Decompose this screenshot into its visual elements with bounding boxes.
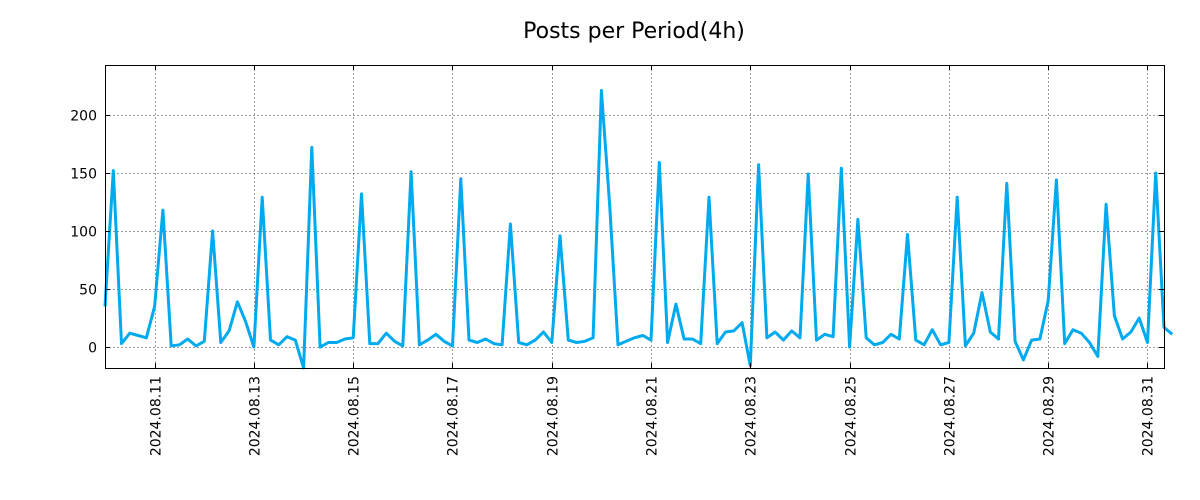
x-tick-label: 2024.08.21 xyxy=(645,376,661,456)
series-line-posts xyxy=(103,89,1174,370)
x-tick-label: 2024.08.13 xyxy=(248,376,264,456)
chart-title: Posts per Period(4h) xyxy=(523,19,745,44)
series-layer xyxy=(103,89,1174,370)
y-tick-label: 150 xyxy=(70,167,97,183)
label-layer: 0 50 100 150 200 2024.08.11 2024.08.13 2024.08.… xyxy=(70,109,1156,457)
x-tick-label: 2024.08.23 xyxy=(744,376,760,456)
x-tick-label: 2024.08.15 xyxy=(347,376,363,456)
plot-frame xyxy=(105,65,1165,369)
x-tick-label: 2024.08.11 xyxy=(149,376,165,456)
x-tick-label: 2024.08.17 xyxy=(446,376,462,456)
x-tick-label: 2024.08.29 xyxy=(1042,376,1058,456)
x-tick-label: 2024.08.19 xyxy=(546,376,562,456)
x-tick-label: 2024.08.27 xyxy=(943,376,959,456)
x-tick-label: 2024.08.25 xyxy=(844,376,860,456)
x-tick-label: 2024.08.31 xyxy=(1141,376,1157,456)
y-tick-label: 100 xyxy=(70,225,97,241)
tick-layer xyxy=(105,65,1164,368)
y-tick-label: 50 xyxy=(79,283,97,299)
y-tick-label: 0 xyxy=(88,341,97,357)
y-tick-label: 200 xyxy=(70,109,97,125)
